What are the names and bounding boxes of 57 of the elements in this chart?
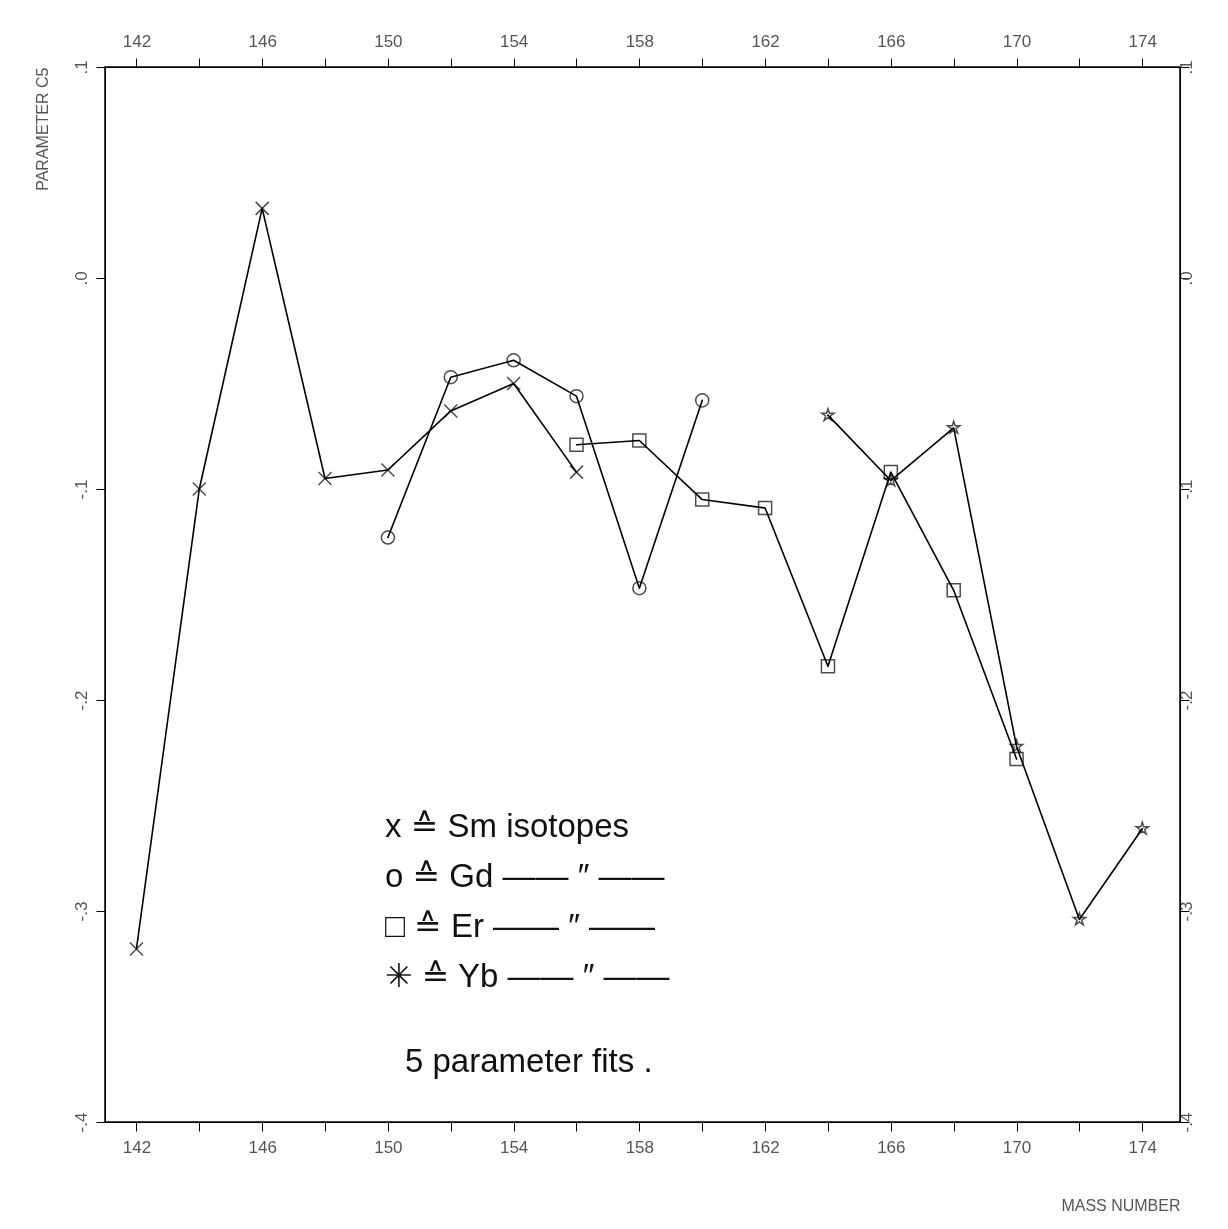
point: [380, 530, 396, 545]
point: [192, 481, 207, 497]
point: [1072, 912, 1087, 926]
point: [1135, 821, 1150, 835]
point: [443, 369, 459, 385]
x-tick-label: 162: [751, 1137, 780, 1157]
x2-tick-label: 170: [1002, 31, 1032, 51]
y-tick-label: .1: [71, 60, 91, 75]
x2-tick-label: 166: [877, 31, 906, 51]
point: [820, 658, 836, 674]
x-tick-label: 154: [499, 1137, 529, 1157]
x2-tick-label: 174: [1128, 31, 1157, 51]
x2-tick-label: 158: [625, 31, 655, 51]
x-tick-label: 146: [248, 1137, 277, 1157]
point: [694, 393, 710, 408]
point: [632, 580, 647, 596]
point: [317, 471, 333, 486]
annotation: □ ≙ Er —— ″ ——: [385, 907, 656, 944]
y-tick-label: -.2: [71, 690, 91, 711]
point: [883, 464, 899, 480]
point: [129, 941, 144, 957]
x2-tick-label: 142: [122, 31, 152, 51]
point: [1009, 739, 1024, 753]
x2-tick-label: 150: [374, 31, 403, 51]
x2-tick-label: 146: [248, 31, 277, 51]
x-tick-label: 174: [1128, 1137, 1157, 1157]
point: [694, 492, 710, 507]
point: [1009, 751, 1024, 767]
point: [946, 583, 961, 598]
annotation: x ≙ Sm isotopes: [385, 807, 630, 844]
point: [757, 500, 773, 516]
point: [883, 473, 898, 487]
y-tick-label: -.4: [71, 1112, 91, 1133]
y-tick-label: -.3: [71, 901, 91, 922]
y-axis-title: PARAMETER C5: [33, 67, 51, 191]
point: [569, 388, 584, 404]
point: [946, 420, 961, 434]
annotation: ✳ ≙ Yb —— ″ ——: [385, 957, 670, 994]
x-tick-label: 142: [122, 1137, 152, 1157]
point: [506, 353, 521, 368]
annotation: o ≙ Gd —— ″ ——: [385, 857, 665, 894]
point: [569, 464, 584, 480]
x2-tick-label: 162: [751, 31, 780, 51]
y-tick-label: .0: [71, 271, 91, 286]
x-tick-label: 150: [374, 1137, 403, 1157]
y-tick-label: -.1: [71, 479, 91, 500]
annotation: 5 parameter fits .: [405, 1042, 653, 1079]
point: [821, 407, 835, 422]
y2-tick-label: .1: [1176, 60, 1196, 75]
x-tick-label: 170: [1002, 1137, 1032, 1157]
x-tick-label: 158: [625, 1137, 655, 1157]
point: [632, 433, 647, 448]
point: [254, 201, 270, 216]
point: [569, 437, 584, 452]
x2-tick-label: 154: [499, 31, 529, 51]
x-axis-title: MASS NUMBER: [1061, 1196, 1181, 1214]
x-tick-label: 166: [877, 1137, 906, 1157]
